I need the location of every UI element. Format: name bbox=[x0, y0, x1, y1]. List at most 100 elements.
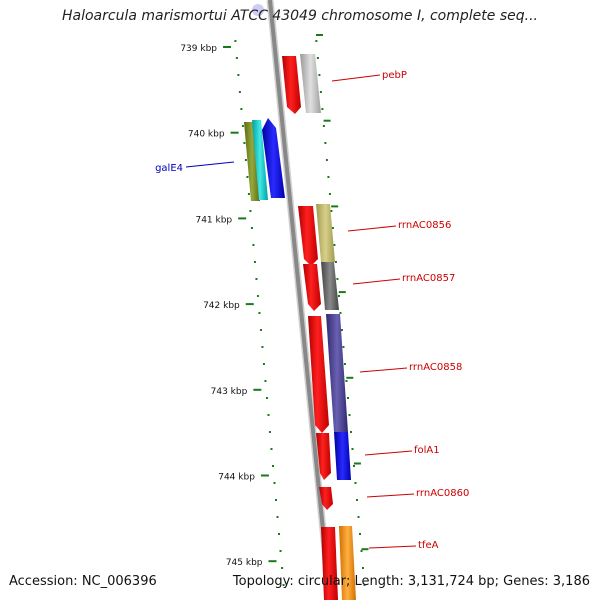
gene-feature-folA1-blue[interactable] bbox=[334, 432, 351, 480]
gene-feature-rrnAC0856-red[interactable] bbox=[298, 206, 318, 266]
right-track-dot bbox=[330, 210, 333, 212]
gene-feature-galE4-olive[interactable] bbox=[244, 122, 260, 201]
gene-label-rrnAC0860[interactable]: rrnAC0860 bbox=[416, 488, 469, 499]
right-track-dot bbox=[318, 74, 321, 76]
kbp-tick-label: 740 kbp bbox=[188, 130, 225, 140]
right-track-dot bbox=[316, 57, 319, 59]
left-track-dot bbox=[265, 397, 268, 399]
right-track-dot bbox=[357, 516, 360, 518]
right-track-dot bbox=[339, 312, 342, 314]
left-track-dot bbox=[273, 482, 276, 484]
gene-labels[interactable]: pebP galE4 rrnAC0856 rrnAC0857 rrnAC0858… bbox=[155, 70, 469, 551]
right-track-dot bbox=[356, 499, 359, 501]
right-track-dot bbox=[328, 193, 331, 195]
left-track-dot bbox=[267, 414, 270, 416]
gene-feature-tfeA-orange[interactable] bbox=[339, 526, 356, 600]
gene-feature-rrnAC0860-red[interactable] bbox=[319, 487, 333, 510]
position-marker[interactable] bbox=[252, 4, 264, 16]
left-track-dot bbox=[278, 533, 281, 535]
left-track-dot bbox=[238, 91, 241, 93]
right-track-dot bbox=[348, 414, 351, 416]
left-track-dot bbox=[282, 584, 285, 586]
left-track-dot bbox=[244, 159, 247, 161]
topology-text: Topology: circular; Length: 3,131,724 bp… bbox=[232, 574, 590, 589]
left-track-dot bbox=[235, 57, 238, 59]
right-track-dot bbox=[324, 142, 327, 144]
sequence-title: Haloarcula marismortui ATCC 43049 chromo… bbox=[62, 8, 538, 24]
accession-text: Accession: NC_006396 bbox=[9, 574, 157, 589]
gene-features[interactable] bbox=[244, 54, 356, 600]
right-track-dot bbox=[321, 108, 324, 110]
left-track-dot bbox=[279, 550, 282, 552]
gene-feature-rrnAC0858-red[interactable] bbox=[308, 316, 329, 433]
left-track-dot bbox=[275, 499, 278, 501]
left-track-dot bbox=[243, 142, 246, 144]
left-track-dot bbox=[241, 125, 244, 127]
gene-feature-rrnAC0856-khaki[interactable] bbox=[316, 204, 335, 262]
left-track-dot bbox=[253, 261, 256, 263]
right-track-dot bbox=[340, 329, 343, 331]
gene-feature-rrnAC0857-red[interactable] bbox=[303, 264, 321, 311]
gene-label-rrnAC0856[interactable]: rrnAC0856 bbox=[398, 220, 451, 231]
kbp-ticks: 739 kbp 740 kbp 741 kbp 742 kbp 743 kbp 744 k… bbox=[180, 34, 369, 568]
left-track-dot bbox=[264, 380, 267, 382]
left-track-dot bbox=[247, 193, 250, 195]
track-dots bbox=[234, 40, 366, 586]
kbp-tick-label: 741 kbp bbox=[195, 215, 232, 225]
gene-feature-rrnAC0858-purple[interactable] bbox=[326, 314, 348, 432]
left-track-dot bbox=[268, 431, 271, 433]
gene-label-rrnAC0857[interactable]: rrnAC0857 bbox=[402, 273, 455, 284]
left-track-dot bbox=[262, 363, 265, 365]
left-track-dot bbox=[256, 295, 259, 297]
right-track-dot bbox=[354, 482, 357, 484]
left-track-dot bbox=[261, 346, 264, 348]
right-track-dot bbox=[342, 346, 345, 348]
left-track-dot bbox=[237, 74, 240, 76]
gene-feature-pebP-grey[interactable] bbox=[300, 54, 321, 113]
left-track-dot bbox=[271, 465, 274, 467]
gene-label-folA1[interactable]: folA1 bbox=[414, 445, 440, 456]
gene-feature-galE4-blue[interactable] bbox=[262, 118, 285, 198]
right-track-dot bbox=[315, 40, 318, 42]
left-track-dot bbox=[246, 176, 249, 178]
right-track-dot bbox=[359, 533, 362, 535]
kbp-tick-label: 739 kbp bbox=[180, 44, 217, 54]
left-track-dot bbox=[234, 40, 237, 42]
genome-backbone bbox=[268, 0, 332, 601]
right-track-dot bbox=[327, 176, 330, 178]
right-track-dot bbox=[325, 159, 328, 161]
gene-label-rrnAC0858[interactable]: rrnAC0858 bbox=[409, 362, 462, 373]
right-track-dot bbox=[346, 397, 349, 399]
right-track-dot bbox=[345, 380, 348, 382]
right-track-dot bbox=[343, 363, 346, 365]
right-track-dot bbox=[333, 244, 336, 246]
right-track-dot bbox=[362, 567, 365, 569]
right-track-dot bbox=[331, 227, 334, 229]
right-track-dot bbox=[349, 431, 352, 433]
gene-feature-folA1-red[interactable] bbox=[316, 433, 331, 480]
kbp-tick-label: 745 kbp bbox=[226, 558, 263, 568]
left-track-dot bbox=[258, 312, 261, 314]
kbp-tick-label: 744 kbp bbox=[218, 473, 255, 483]
right-track-dot bbox=[334, 261, 337, 263]
left-track-dot bbox=[281, 567, 284, 569]
kbp-tick-label: 742 kbp bbox=[203, 301, 240, 311]
right-track-dot bbox=[337, 295, 340, 297]
gene-feature-galE4-cyan[interactable] bbox=[252, 120, 268, 200]
left-track-dot bbox=[250, 227, 253, 229]
gene-feature-rrnAC0857-dark[interactable] bbox=[321, 262, 339, 310]
gene-label-tfeA[interactable]: tfeA bbox=[418, 540, 439, 551]
right-track-dot bbox=[360, 550, 363, 552]
gene-feature-pebP-red[interactable] bbox=[282, 56, 301, 114]
gene-feature-tfeA-red[interactable] bbox=[321, 527, 338, 600]
right-track-dot bbox=[363, 584, 366, 586]
gene-label-galE4[interactable]: galE4 bbox=[155, 163, 183, 174]
right-track-dot bbox=[336, 278, 339, 280]
right-track-dot bbox=[322, 125, 325, 127]
right-track-dot bbox=[352, 465, 355, 467]
right-track-dot bbox=[351, 448, 354, 450]
kbp-tick-label: 743 kbp bbox=[211, 387, 248, 397]
gene-label-pebP[interactable]: pebP bbox=[382, 70, 407, 81]
